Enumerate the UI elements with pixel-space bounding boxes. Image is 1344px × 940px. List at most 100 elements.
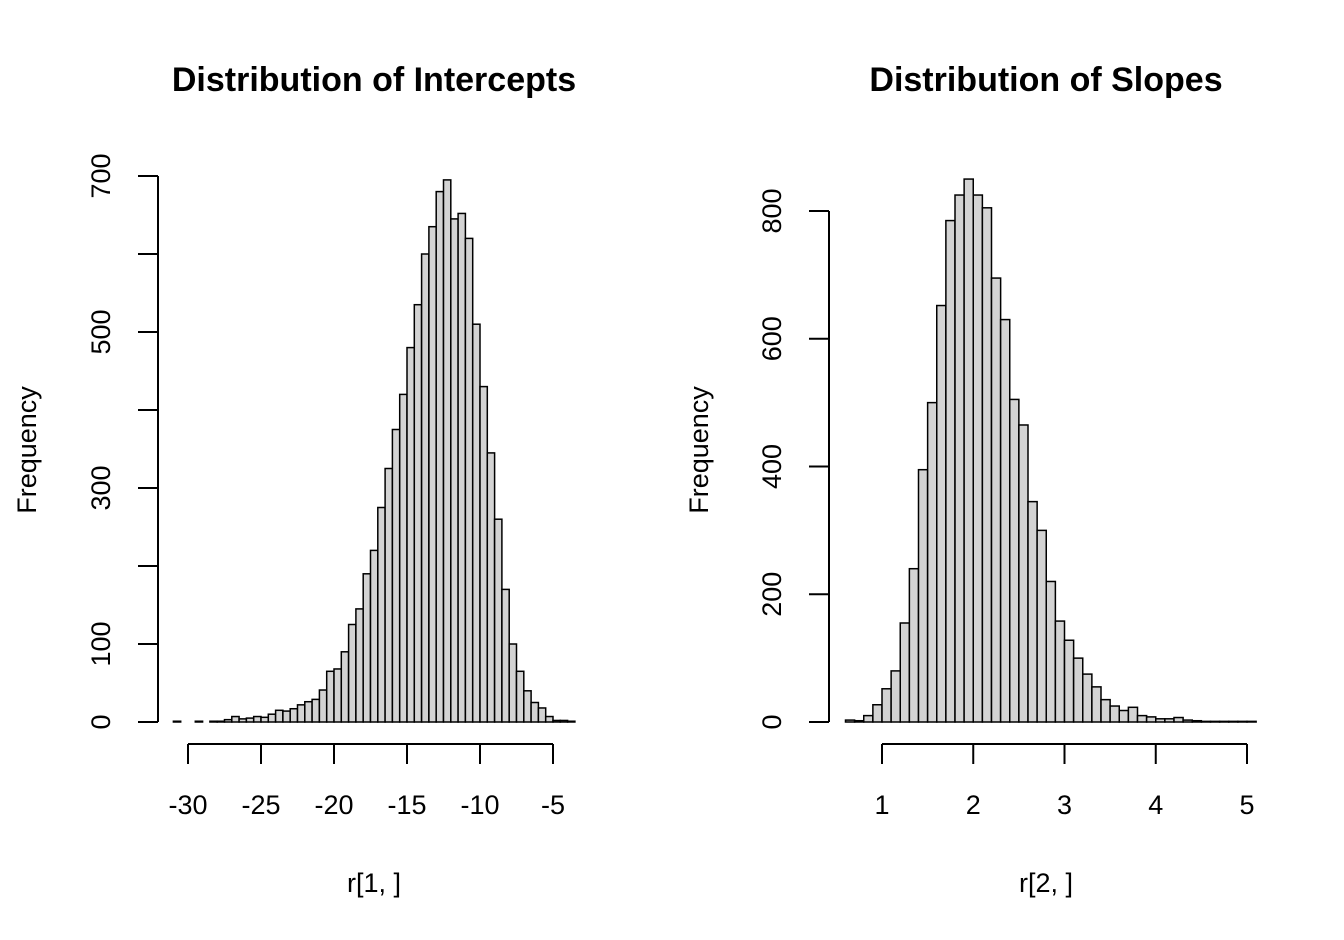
- slopes-bar: [1118, 709, 1130, 723]
- slopes-bar: [1009, 398, 1020, 723]
- intercepts-bar: [471, 323, 481, 723]
- slopes-bar: [1209, 720, 1221, 723]
- intercepts-bar: [435, 190, 445, 723]
- slopes-bar: [1082, 673, 1093, 723]
- slopes-bar: [863, 714, 874, 723]
- slopes-bar: [1036, 529, 1047, 723]
- slopes-bar: [1164, 718, 1175, 723]
- slopes-bar: [972, 194, 984, 723]
- slopes-bar: [899, 622, 911, 723]
- intercepts-bar: [420, 253, 430, 723]
- intercepts-bar: [493, 518, 503, 723]
- intercepts-x-tick-label: -20: [314, 790, 353, 820]
- slopes-y-axis-label: Frequency: [684, 386, 714, 514]
- slopes-bar: [1045, 580, 1057, 723]
- intercepts-bar: [231, 715, 240, 723]
- slopes-x-tick-label: 5: [1239, 790, 1254, 820]
- slopes-bar: [1200, 720, 1212, 723]
- intercepts-bar: [515, 670, 525, 723]
- slopes-bar: [1091, 686, 1102, 723]
- slopes-bar: [917, 468, 929, 723]
- slopes-bar: [1018, 424, 1029, 723]
- intercepts-histogram-panel: Distribution of Intercepts r[1, ] Freque…: [12, 61, 576, 898]
- slopes-y-tick-label: 800: [757, 188, 787, 233]
- intercepts-x-tick-label: -10: [460, 790, 499, 820]
- intercepts-bar: [362, 573, 372, 723]
- intercepts-bar: [413, 303, 423, 723]
- slopes-bar: [981, 207, 993, 723]
- intercepts-y-axis-label: Frequency: [12, 386, 42, 514]
- intercepts-y-tick-label: 0: [86, 714, 116, 729]
- intercepts-bar: [479, 385, 489, 723]
- slopes-bar: [908, 567, 920, 723]
- intercepts-axes: -30 -25 -20 -15 -10 -5 0 100 300 500 700: [86, 153, 565, 820]
- intercepts-bar: [304, 700, 313, 723]
- slopes-bar: [890, 670, 901, 723]
- slopes-bar: [1136, 714, 1148, 723]
- slopes-bar: [990, 277, 1002, 723]
- intercepts-bar: [260, 716, 270, 723]
- intercepts-chart-title: Distribution of Intercepts: [172, 61, 576, 99]
- slopes-bars: [844, 178, 1257, 723]
- intercepts-bars: [172, 179, 576, 723]
- slopes-y-tick-label: 400: [757, 444, 787, 489]
- intercepts-bar: [501, 588, 510, 723]
- slopes-bar: [872, 704, 883, 723]
- slopes-bar: [945, 219, 956, 723]
- intercepts-bar: [384, 467, 394, 723]
- slopes-bar: [881, 688, 892, 723]
- slopes-chart-title: Distribution of Slopes: [869, 61, 1222, 99]
- intercepts-bar: [566, 720, 576, 723]
- intercepts-bar: [267, 713, 277, 723]
- intercepts-x-tick-label: -30: [168, 790, 207, 820]
- intercepts-bar: [347, 623, 357, 723]
- intercepts-bar: [544, 715, 554, 723]
- intercepts-bar: [223, 718, 233, 723]
- intercepts-bar: [406, 346, 416, 723]
- intercepts-bar: [457, 212, 467, 723]
- slopes-bar: [1072, 657, 1084, 723]
- intercepts-bar: [369, 549, 379, 723]
- intercepts-bar: [508, 643, 518, 723]
- slopes-bar: [954, 194, 965, 723]
- intercepts-bar: [282, 710, 291, 723]
- slopes-bar: [926, 401, 938, 723]
- slopes-bar: [1191, 719, 1203, 723]
- slopes-x-tick-label: 1: [874, 790, 889, 820]
- slopes-bar: [936, 304, 947, 723]
- intercepts-bar: [523, 690, 532, 723]
- intercepts-bar: [333, 668, 343, 723]
- intercepts-bar: [377, 506, 386, 723]
- intercepts-bar: [318, 689, 328, 723]
- intercepts-bar: [537, 707, 547, 723]
- intercepts-bar: [464, 237, 474, 723]
- intercepts-bar: [245, 717, 255, 723]
- slopes-x-tick-label: 4: [1148, 790, 1163, 820]
- slopes-bar: [1063, 639, 1075, 723]
- intercepts-bar: [172, 720, 182, 723]
- intercepts-y-tick-label: 100: [86, 621, 116, 666]
- slopes-bar: [999, 318, 1011, 723]
- intercepts-bar: [311, 698, 321, 723]
- slopes-bar: [1127, 706, 1139, 723]
- intercepts-bar: [398, 393, 408, 723]
- intercepts-x-tick-label: -25: [241, 790, 280, 820]
- slopes-axes: 1 2 3 4 5 0 200 400 600 800: [757, 188, 1255, 820]
- intercepts-bar: [428, 225, 437, 723]
- slopes-bar: [1173, 716, 1184, 723]
- slopes-bar: [1155, 718, 1166, 723]
- slopes-y-tick-label: 0: [757, 714, 787, 729]
- intercepts-bar: [325, 670, 335, 723]
- slopes-bar: [1100, 698, 1111, 723]
- intercepts-x-axis-label: r[1, ]: [347, 868, 401, 898]
- intercepts-bar: [450, 218, 459, 723]
- slopes-bar: [1027, 500, 1038, 723]
- intercepts-bar: [296, 704, 306, 723]
- intercepts-bar: [238, 718, 248, 723]
- intercepts-bar: [355, 608, 364, 723]
- intercepts-y-tick-label: 500: [86, 309, 116, 354]
- intercepts-bar: [530, 701, 540, 723]
- intercepts-bar: [486, 452, 496, 723]
- intercepts-x-tick-label: -15: [387, 790, 426, 820]
